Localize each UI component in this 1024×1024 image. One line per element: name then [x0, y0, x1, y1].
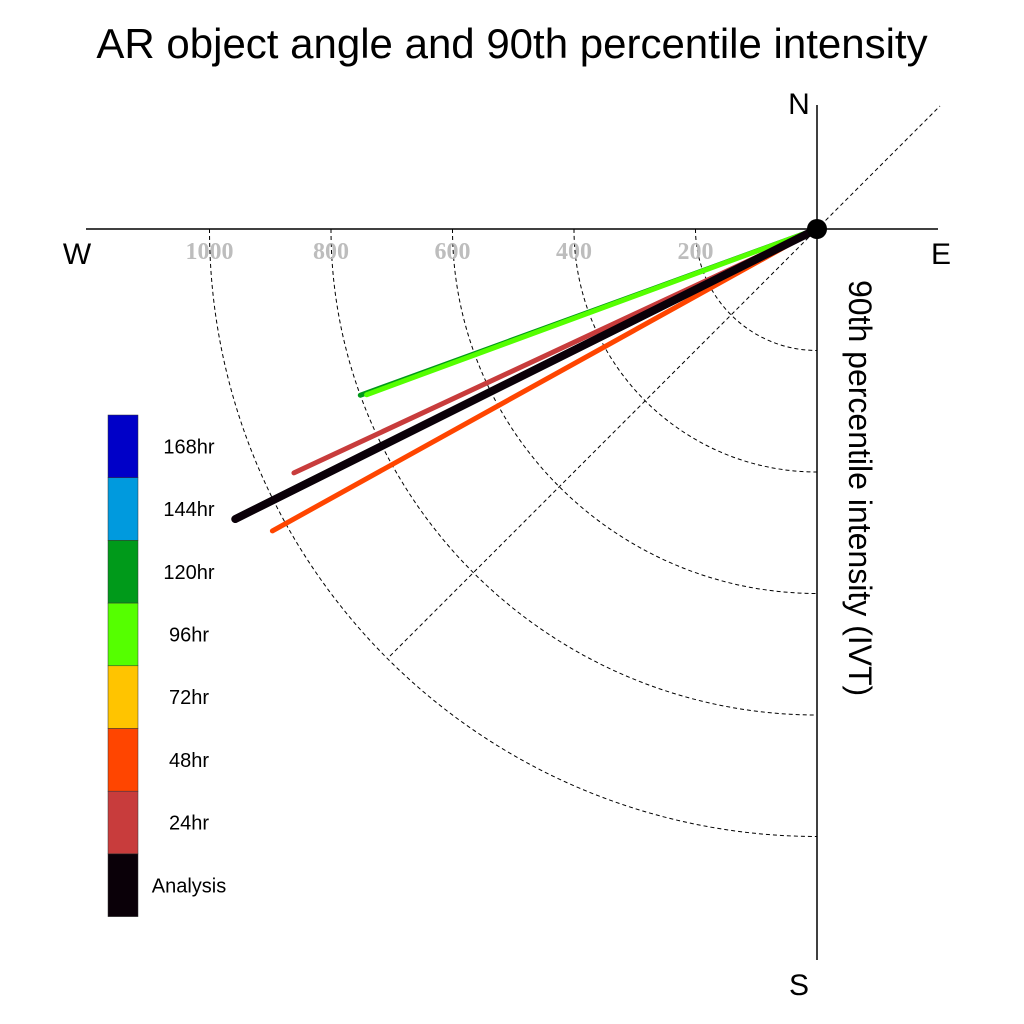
- legend-label-144hr: 144hr: [163, 499, 214, 521]
- grid-arc-1000: [209, 228, 818, 837]
- chart-title: AR object angle and 90th percentile inte…: [96, 20, 927, 67]
- compass-west: W: [63, 238, 92, 271]
- polar-grid: [209, 105, 941, 837]
- legend-label-72hr: 72hr: [169, 687, 209, 709]
- tick-label-600: 600: [435, 239, 471, 265]
- legend-swatch-48hr: [107, 728, 139, 792]
- legend-swatch-72hr: [107, 665, 139, 729]
- vector-96hr: [364, 226, 820, 398]
- compass-south: S: [789, 969, 809, 1002]
- compass-east: E: [931, 238, 951, 271]
- legend-label-24hr: 24hr: [169, 813, 209, 835]
- legend-swatch-144hr: [107, 477, 139, 541]
- grid-arc-800: [330, 228, 818, 716]
- grid-arc-600: [452, 228, 818, 594]
- grid-arc-200: [695, 228, 818, 351]
- vector-series: [231, 225, 821, 534]
- legend-swatch-120hr: [107, 540, 139, 604]
- tick-label-200: 200: [678, 239, 714, 265]
- legend-swatch-analysis: [107, 853, 139, 917]
- legend-label-120hr: 120hr: [163, 562, 214, 584]
- tick-label-1000: 1000: [186, 239, 234, 265]
- diagonal-grid-line: [389, 105, 941, 657]
- vector-analysis: [231, 225, 821, 524]
- legend: 168hr 144hr 120hr 96hr 72hr 48hr 24hr Analysis: [107, 414, 226, 917]
- radial-axis-label: 90th percentile intensity (IVT): [842, 280, 878, 696]
- legend-label-48hr: 48hr: [169, 750, 209, 772]
- vector-48hr: [269, 226, 820, 534]
- radial-tick-labels: 200 400 600 800 1000: [186, 239, 714, 265]
- legend-label-96hr: 96hr: [169, 624, 209, 646]
- tick-label-400: 400: [556, 239, 592, 265]
- legend-swatch-96hr: [107, 602, 139, 667]
- legend-swatch-24hr: [107, 790, 139, 855]
- tick-label-800: 800: [313, 239, 349, 265]
- legend-label-168hr: 168hr: [163, 436, 214, 458]
- legend-swatch-168hr: [107, 414, 139, 478]
- compass-north: N: [788, 88, 810, 121]
- origin-marker: [807, 219, 827, 239]
- legend-label-analysis: Analysis: [152, 875, 226, 897]
